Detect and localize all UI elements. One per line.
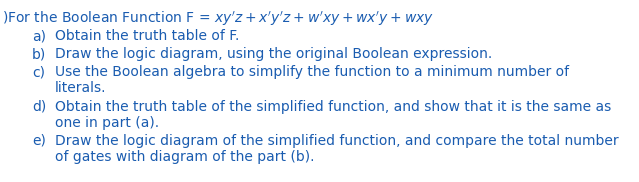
Text: e): e)	[32, 134, 46, 148]
Text: d): d)	[32, 100, 46, 114]
Text: a): a)	[32, 29, 46, 43]
Text: Draw the logic diagram, using the original Boolean expression.: Draw the logic diagram, using the origin…	[55, 47, 492, 61]
Text: one in part (a).: one in part (a).	[55, 116, 159, 130]
Text: )For the Boolean Function F = $xy'z + x'y'z + w'xy + wx'y + wxy$: )For the Boolean Function F = $xy'z + x'…	[2, 10, 434, 28]
Text: Obtain the truth table of F.: Obtain the truth table of F.	[55, 29, 240, 43]
Text: of gates with diagram of the part (b).: of gates with diagram of the part (b).	[55, 151, 314, 165]
Text: Use the Boolean algebra to simplify the function to a minimum number of: Use the Boolean algebra to simplify the …	[55, 65, 569, 79]
Text: Draw the logic diagram of the simplified function, and compare the total number: Draw the logic diagram of the simplified…	[55, 134, 619, 148]
Text: Obtain the truth table of the simplified function, and show that it is the same : Obtain the truth table of the simplified…	[55, 100, 612, 114]
Text: c): c)	[32, 65, 45, 79]
Text: b): b)	[32, 47, 46, 61]
Text: literals.: literals.	[55, 82, 107, 96]
